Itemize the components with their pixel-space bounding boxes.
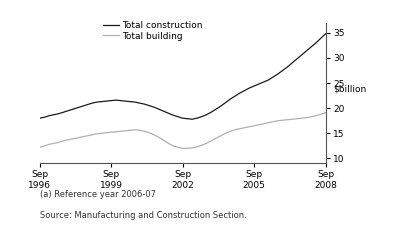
Total building <box>195 146 199 148</box>
Total building <box>104 131 109 134</box>
Total construction <box>37 117 42 120</box>
Total building <box>37 146 42 149</box>
Total construction <box>214 108 218 111</box>
Total building <box>180 147 185 150</box>
Total construction <box>323 32 328 35</box>
Legend: Total construction, Total building: Total construction, Total building <box>102 21 203 41</box>
Line: Total building: Total building <box>40 113 326 148</box>
Total building <box>94 132 99 135</box>
Total construction <box>104 100 109 102</box>
Total construction <box>190 118 195 121</box>
Total construction <box>290 62 295 64</box>
Total building <box>323 111 328 114</box>
Line: Total construction: Total construction <box>40 34 326 119</box>
Total construction <box>94 101 99 104</box>
Total construction <box>137 102 142 104</box>
Total building <box>290 118 295 121</box>
Y-axis label: $billion: $billion <box>333 84 366 93</box>
Text: Source: Manufacturing and Construction Section.: Source: Manufacturing and Construction S… <box>40 211 247 220</box>
Total building <box>214 137 218 140</box>
Text: (a) Reference year 2006-07: (a) Reference year 2006-07 <box>40 190 156 200</box>
Total construction <box>195 117 199 120</box>
Total building <box>137 129 142 132</box>
